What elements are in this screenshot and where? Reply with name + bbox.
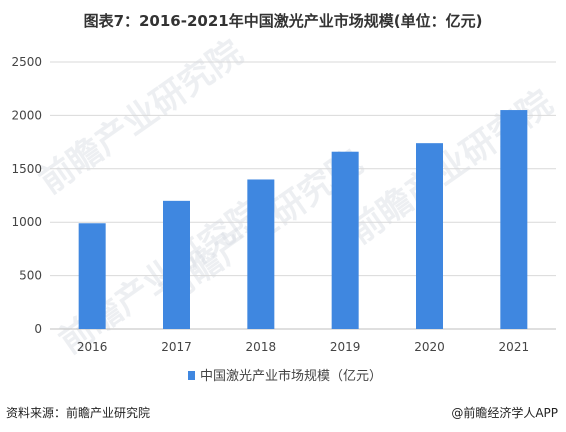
legend-swatch: [188, 371, 195, 380]
x-tick-label: 2020: [414, 340, 445, 354]
y-tick-label: 1500: [11, 162, 42, 176]
brand-credit: @前瞻经济学人APP: [451, 406, 558, 420]
legend-label: 中国激光产业市场规模（亿元）: [200, 368, 382, 384]
y-tick-label: 1000: [11, 215, 42, 229]
y-tick-label: 0: [34, 322, 42, 336]
y-tick-label: 2000: [11, 108, 42, 122]
chart-title: 图表7：2016-2021年中国激光产业市场规模(单位：亿元): [83, 12, 483, 30]
y-tick-label: 2500: [11, 55, 42, 69]
bar: [416, 143, 443, 329]
bar: [163, 200, 190, 329]
bar: [500, 110, 528, 329]
x-tick-label: 2019: [330, 340, 361, 354]
x-tick-label: 2021: [499, 340, 530, 354]
x-tick-label: 2017: [161, 340, 192, 354]
source-note: 资料来源：前瞻产业研究院: [6, 406, 151, 420]
bar: [247, 179, 275, 329]
bar: [78, 223, 106, 329]
y-tick-label: 500: [19, 269, 42, 283]
x-tick-label: 2018: [246, 340, 277, 354]
bar: [331, 151, 359, 329]
bar-chart: 0 500 1000 1500 2000 2500 2016 2017 2018 2019 2020…: [11, 55, 556, 384]
x-tick-label: 2016: [77, 340, 108, 354]
